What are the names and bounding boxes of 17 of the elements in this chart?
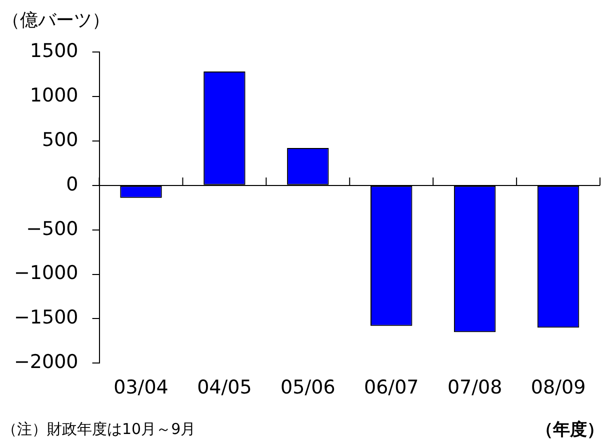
y-tick-label: −1500 xyxy=(14,306,78,329)
x-tick-label: 08/09 xyxy=(530,376,586,399)
x-tick-label: 06/07 xyxy=(364,376,419,399)
y-axis-title: （億バーツ） xyxy=(2,9,110,32)
x-tick-label: 03/04 xyxy=(114,376,168,399)
text: （注）財政年度は10月～9月 xyxy=(2,420,196,439)
y-tick-label: −2000 xyxy=(14,351,78,374)
y-tick-label: 1000 xyxy=(30,84,78,106)
x-tick-label: 04/05 xyxy=(197,376,252,399)
y-tick-label: 1500 xyxy=(30,40,78,62)
x-tick-label: 07/08 xyxy=(447,376,502,399)
y-tick-label: 500 xyxy=(42,128,78,151)
x-axis-title: （年度） xyxy=(536,419,604,441)
y-tick-label: 0 xyxy=(66,173,78,196)
x-tick-label: 05/06 xyxy=(280,376,336,399)
y-tick-label: −500 xyxy=(26,218,78,240)
y-tick-label: −1000 xyxy=(14,262,78,284)
